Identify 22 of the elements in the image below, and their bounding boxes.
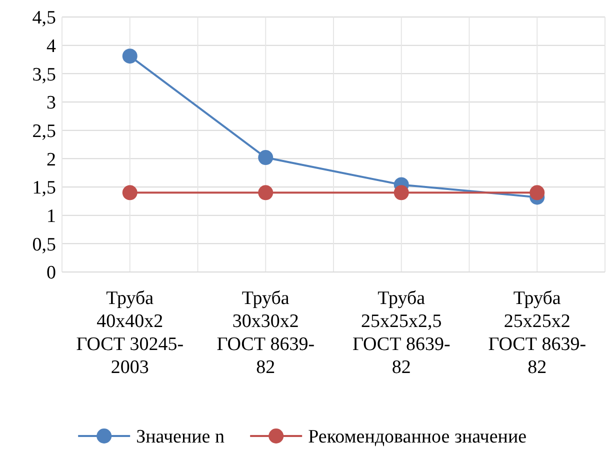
point — [122, 185, 138, 200]
y-tick-label: 3,5 — [32, 64, 56, 86]
point — [394, 185, 409, 200]
y-tick-label: 0 — [46, 262, 56, 284]
y-tick-label: 4 — [46, 36, 56, 57]
y-tick-label: 1 — [46, 206, 56, 227]
point — [258, 185, 274, 200]
legend-label: Значение n — [136, 426, 225, 448]
y-tick-label: 3 — [46, 92, 56, 114]
y-tick-label: 2,5 — [32, 120, 56, 142]
y-tick-label: 1,5 — [32, 178, 56, 199]
x-tick-label: Труба 40x40x2 ГОСТ 30245-2003 — [76, 288, 184, 378]
x-tick-label: Труба 25x25x2,5 ГОСТ 8639-82 — [352, 288, 450, 378]
point — [122, 48, 138, 64]
y-tick-label: 0,5 — [32, 234, 56, 256]
point — [258, 150, 274, 166]
x-tick-label: Труба 25x25x2 ГОСТ 8639-82 — [488, 288, 586, 378]
x-tick-label: Труба 30x30x2 ГОСТ 8639-82 — [216, 288, 315, 378]
y-tick-label: 2 — [46, 149, 56, 170]
y-tick-label: 4,5 — [32, 8, 56, 29]
point — [530, 185, 545, 200]
legend-label: Рекомендованное значение — [308, 426, 527, 448]
